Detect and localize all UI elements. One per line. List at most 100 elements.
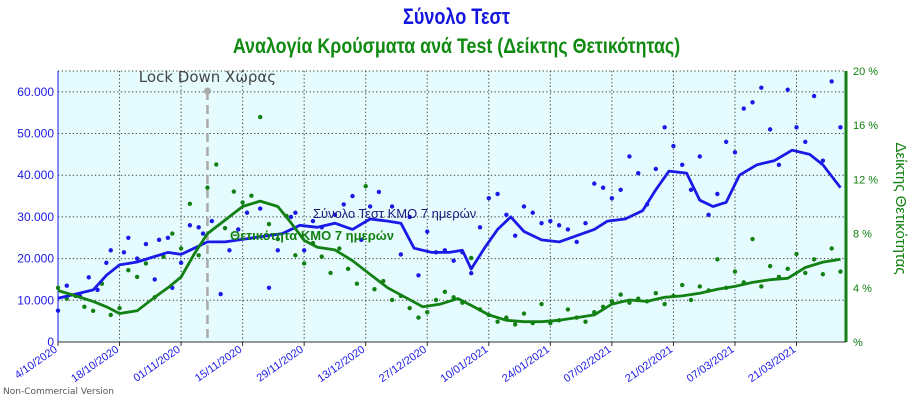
positivity-daily-point bbox=[266, 221, 272, 227]
positivity-daily-point bbox=[187, 201, 193, 206]
tests-daily-point bbox=[398, 252, 404, 257]
positivity-daily-point bbox=[90, 308, 96, 314]
tests-daily-point bbox=[539, 220, 544, 226]
tests-daily-point bbox=[741, 106, 746, 111]
tests-daily-point bbox=[592, 181, 597, 186]
positivity-daily-point bbox=[767, 263, 773, 269]
tests-daily-point bbox=[187, 223, 193, 228]
tests-daily-point bbox=[469, 271, 474, 276]
tests-daily-point bbox=[829, 79, 834, 84]
tests-daily-point bbox=[236, 227, 241, 232]
positivity-daily-point bbox=[108, 312, 113, 318]
positivity-daily-point bbox=[275, 236, 280, 242]
positivity-series-label: Θετικότητα ΚΜΟ 7 ημερών bbox=[230, 228, 394, 243]
positivity-daily-point bbox=[495, 319, 500, 324]
tests-moving-avg-line bbox=[57, 148, 842, 300]
x-tick-label: 10/01/2021 bbox=[439, 344, 491, 385]
x-tick-label: 27/12/2020 bbox=[377, 344, 429, 385]
tests-daily-point bbox=[486, 195, 491, 201]
tests-daily-point bbox=[86, 275, 91, 280]
tests-series-label: Σύνολο Τεστ ΚΜΟ 7 ημερών bbox=[313, 206, 476, 221]
y-right-tick-label: 8 % bbox=[853, 229, 872, 241]
x-tick-label: 29/11/2020 bbox=[255, 344, 306, 385]
tests-daily-point bbox=[156, 237, 162, 243]
tests-daily-point bbox=[152, 277, 157, 282]
tests-daily-point bbox=[759, 85, 764, 90]
y-right-tick-label: 4 % bbox=[853, 283, 872, 295]
tests-daily-point bbox=[218, 291, 223, 297]
positivity-daily-point bbox=[55, 285, 61, 290]
positivity-daily-point bbox=[820, 272, 826, 277]
positivity-daily-point bbox=[258, 114, 263, 120]
tests-daily-point bbox=[785, 87, 790, 92]
tests-daily-point bbox=[165, 235, 171, 240]
y-left-tick-label: 50.000 bbox=[17, 127, 54, 141]
tests-daily-point bbox=[416, 273, 421, 278]
tests-daily-point bbox=[108, 248, 113, 253]
positivity-daily-point bbox=[442, 289, 448, 295]
x-tick-label: 15/11/2020 bbox=[193, 344, 244, 385]
tests-daily-point bbox=[548, 218, 553, 224]
tests-daily-point bbox=[288, 214, 294, 220]
y-left-tick-label: 30.000 bbox=[17, 210, 54, 224]
tests-daily-point bbox=[680, 162, 685, 168]
tests-daily-point bbox=[732, 150, 738, 155]
tests-daily-point bbox=[530, 210, 535, 215]
tests-daily-point bbox=[451, 258, 456, 263]
tests-daily-point bbox=[359, 237, 364, 243]
tests-daily-point bbox=[556, 223, 562, 228]
positivity-daily-point bbox=[662, 301, 667, 307]
positivity-daily-point bbox=[697, 284, 702, 289]
y-right-tick-label: 20 % bbox=[853, 66, 878, 78]
tests-daily-point bbox=[495, 191, 500, 197]
x-tick-label: 13/12/2020 bbox=[315, 344, 367, 385]
tests-daily-point bbox=[653, 166, 659, 172]
positivity-daily-point bbox=[469, 255, 474, 261]
positivity-daily-point bbox=[337, 246, 342, 251]
y-left-tick-label: 40.000 bbox=[17, 168, 54, 182]
tests-daily-point bbox=[95, 287, 100, 293]
positivity-daily-point bbox=[433, 297, 439, 303]
x-tick-label: 21/03/2021 bbox=[746, 344, 798, 385]
positivity-daily-point bbox=[328, 270, 333, 276]
tests-daily-point bbox=[609, 195, 615, 201]
positivity-daily-point bbox=[565, 307, 571, 312]
tests-daily-point bbox=[196, 225, 201, 230]
positivity-daily-point bbox=[425, 309, 430, 315]
lockdown-marker bbox=[203, 87, 211, 95]
positivity-daily-point bbox=[214, 162, 219, 167]
y-right-tick-label: 12 % bbox=[853, 174, 878, 186]
positivity-daily-point bbox=[512, 322, 518, 327]
tests-daily-point bbox=[662, 125, 667, 130]
tests-daily-point bbox=[838, 125, 843, 130]
x-tick-label: 01/11/2020 bbox=[131, 344, 182, 385]
positivity-daily-point bbox=[117, 305, 122, 311]
tests-daily-point bbox=[121, 250, 127, 255]
x-tick-label: 18/10/2020 bbox=[69, 344, 121, 385]
tests-daily-point bbox=[636, 170, 641, 176]
tests-daily-point bbox=[820, 158, 826, 163]
tests-daily-point bbox=[227, 248, 232, 253]
positivity-daily-point bbox=[785, 266, 790, 272]
y-left-tick-label: 0 bbox=[47, 335, 54, 349]
positivity-daily-point bbox=[688, 297, 694, 303]
positivity-daily-point bbox=[794, 251, 799, 257]
tests-daily-point bbox=[258, 206, 263, 211]
positivity-daily-point bbox=[363, 183, 368, 189]
positivity-daily-point bbox=[222, 225, 228, 231]
positivity-daily-point bbox=[170, 231, 175, 236]
tests-daily-point bbox=[134, 256, 140, 261]
positivity-daily-point bbox=[583, 319, 588, 324]
positivity-daily-point bbox=[829, 246, 834, 251]
positivity-daily-point bbox=[178, 246, 184, 251]
positivity-daily-point bbox=[759, 284, 764, 289]
tests-daily-point bbox=[565, 227, 571, 232]
positivity-daily-point bbox=[249, 193, 254, 198]
tests-daily-point bbox=[376, 189, 382, 195]
tests-daily-point bbox=[407, 214, 412, 220]
tests-daily-point bbox=[64, 283, 69, 288]
y-left-tick-label: 20.000 bbox=[17, 252, 54, 266]
positivity-daily-point bbox=[143, 261, 149, 266]
positivity-daily-point bbox=[126, 267, 131, 273]
